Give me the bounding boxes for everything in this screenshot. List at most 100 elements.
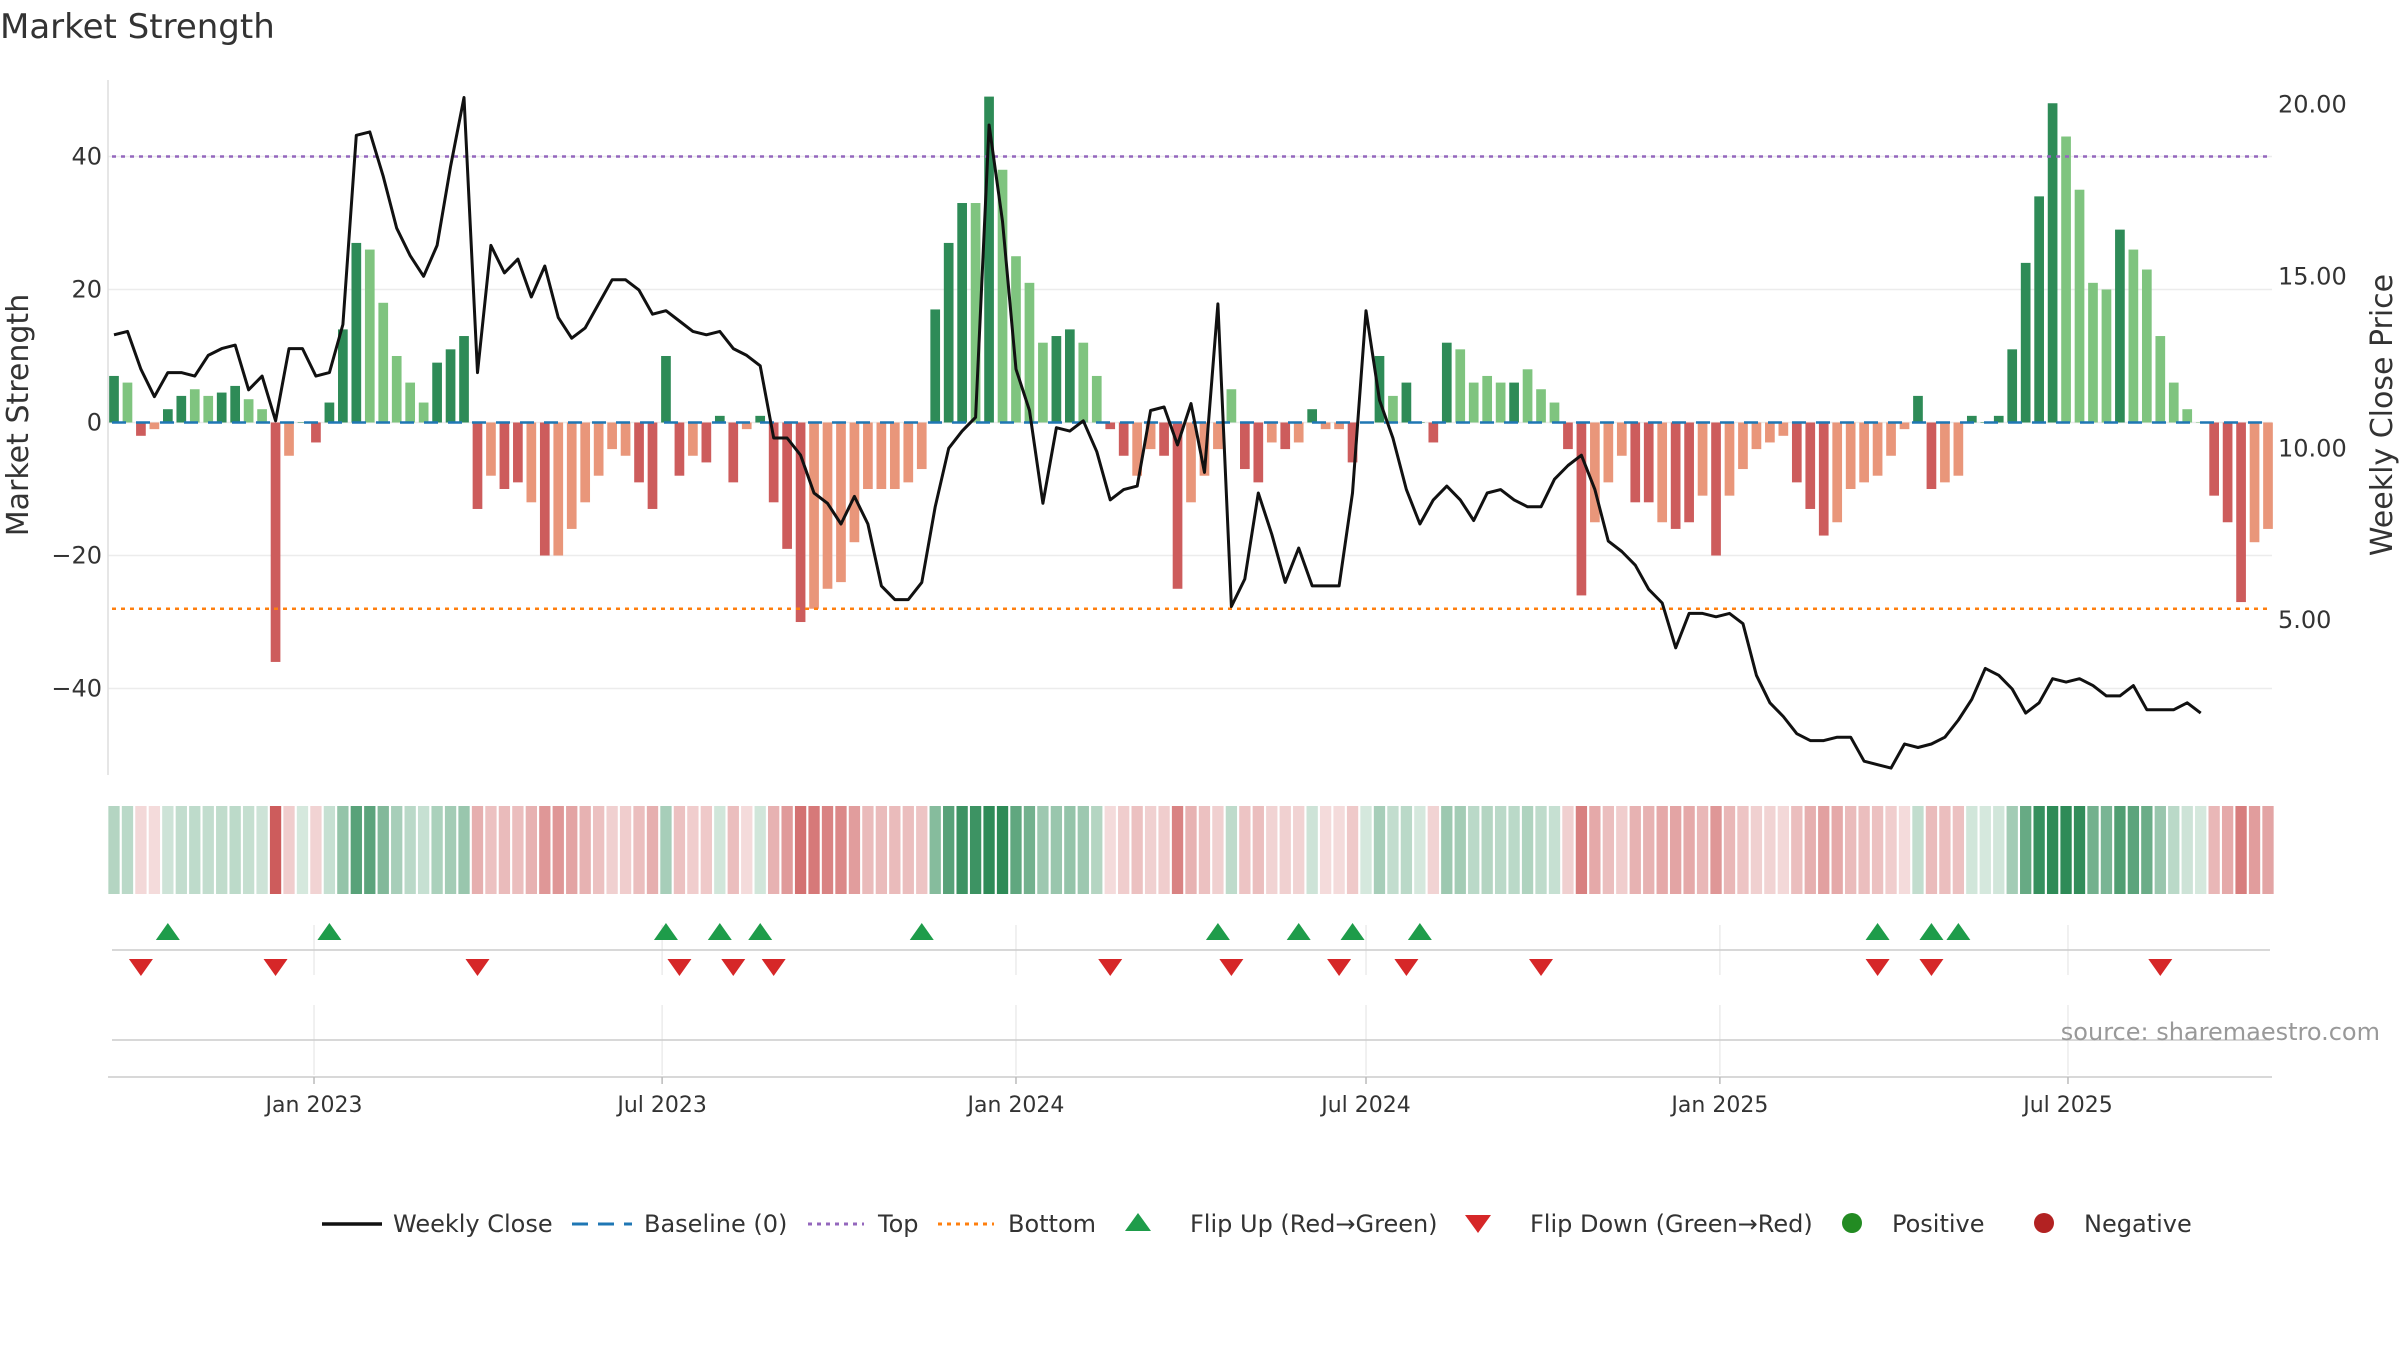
- legend-item: Weekly Close: [322, 1210, 553, 1238]
- heat-cell: [310, 806, 322, 894]
- strength-bar: [1670, 422, 1681, 529]
- heat-cell: [1441, 806, 1453, 894]
- strength-bar: [1697, 422, 1708, 496]
- flip-down-marker: [721, 959, 746, 976]
- strength-bar: [1334, 422, 1344, 430]
- strength-bar: [943, 242, 954, 423]
- x-tick-label: Jan 2023: [264, 1093, 363, 1118]
- strength-bar: [1091, 375, 1102, 423]
- heat-cell: [1131, 806, 1143, 894]
- heat-cell: [1279, 806, 1291, 894]
- strength-bar: [203, 395, 214, 423]
- heat-cell: [1360, 806, 1372, 894]
- strength-bar: [688, 422, 698, 456]
- strength-bar: [1993, 415, 2004, 423]
- strength-bar: [2115, 229, 2125, 423]
- legend-label: Flip Down (Green→Red): [1530, 1210, 1813, 1238]
- heat-cell: [1979, 806, 1991, 894]
- strength-bar: [230, 385, 241, 423]
- strength-bar: [1401, 382, 1412, 423]
- heat-cell: [660, 806, 672, 894]
- heat-cell: [256, 806, 268, 894]
- strength-bar: [1549, 402, 1560, 423]
- heat-cell: [202, 806, 214, 894]
- heat-cell: [1373, 806, 1386, 894]
- strength-bar: [2209, 422, 2219, 496]
- strength-bar: [1818, 422, 1829, 536]
- strength-bar: [2249, 422, 2260, 543]
- strength-bar: [2061, 136, 2071, 423]
- strength-bar: [311, 422, 321, 443]
- left-axis-label: Market Strength: [1, 294, 36, 536]
- strength-bar: [2020, 262, 2031, 423]
- right-tick-label: 20.00: [2278, 90, 2347, 118]
- heat-cell: [525, 806, 537, 894]
- flip-down-marker: [1394, 959, 1419, 976]
- strength-bar: [1132, 422, 1142, 476]
- left-tick-label: 40: [71, 142, 102, 170]
- heat-cell: [485, 806, 497, 894]
- strength-bar: [1563, 422, 1573, 450]
- heat-cell: [1683, 806, 1695, 894]
- strength-bar: [714, 415, 725, 423]
- strength-bar: [1657, 422, 1668, 523]
- heat-cell: [539, 806, 551, 894]
- heat-cell: [2073, 806, 2086, 894]
- heat-cell: [364, 806, 376, 894]
- heat-cell: [323, 806, 336, 894]
- strength-bar: [1011, 256, 1021, 423]
- heat-cell: [1737, 806, 1749, 894]
- heat-cell: [417, 806, 430, 894]
- heat-cell: [2100, 806, 2113, 894]
- legend-item: Baseline (0): [572, 1210, 787, 1238]
- heat-cell: [943, 806, 955, 894]
- heat-cell: [121, 806, 134, 894]
- heat-cell: [1104, 806, 1116, 894]
- flip-up-marker: [1286, 923, 1311, 940]
- heat-cell: [1064, 806, 1076, 894]
- strength-bar: [782, 422, 792, 549]
- flip-down-marker: [263, 959, 288, 976]
- legend-item: Bottom: [938, 1210, 1096, 1238]
- strength-bar: [1859, 422, 1869, 483]
- heat-cell: [983, 806, 995, 894]
- heat-cell: [929, 806, 941, 894]
- heat-cell: [1225, 806, 1238, 894]
- heat-cell: [2033, 806, 2045, 894]
- flip-up-marker: [1407, 923, 1432, 940]
- x-tick-label: Jan 2024: [966, 1093, 1065, 1118]
- flip-down-marker: [1098, 959, 1123, 976]
- heat-cell: [431, 806, 443, 894]
- heat-cell: [1158, 806, 1170, 894]
- heat-cell: [1629, 806, 1641, 894]
- flip-up-marker: [707, 923, 732, 940]
- heat-cell: [189, 806, 201, 894]
- heat-cell: [1669, 806, 1682, 894]
- heat-cell: [2087, 806, 2099, 894]
- strength-bar: [189, 389, 200, 423]
- flip-down-marker: [1219, 959, 1244, 976]
- heat-cell: [1952, 806, 1965, 894]
- heat-cell: [673, 806, 686, 894]
- heat-cell: [148, 806, 161, 894]
- strength-bar: [1886, 422, 1896, 456]
- heat-cell: [579, 806, 591, 894]
- heat-cell: [741, 806, 753, 894]
- heat-cell: [1548, 806, 1561, 894]
- strength-bar: [1374, 355, 1385, 423]
- strength-bar: [795, 422, 806, 623]
- heat-cell: [794, 806, 807, 894]
- left-tick-label: 20: [71, 275, 102, 303]
- heat-cell: [1575, 806, 1588, 894]
- heat-cell: [1764, 806, 1776, 894]
- heat-cell: [269, 806, 282, 894]
- heat-cell: [391, 806, 403, 894]
- strength-bar: [351, 242, 362, 423]
- strength-bar: [1684, 422, 1694, 523]
- heat-cell: [1414, 806, 1426, 894]
- strength-bar: [809, 422, 819, 609]
- strength-bar: [1226, 389, 1237, 423]
- heat-cell: [2248, 806, 2261, 894]
- heat-cell: [1306, 806, 1318, 894]
- strength-bar: [768, 422, 779, 503]
